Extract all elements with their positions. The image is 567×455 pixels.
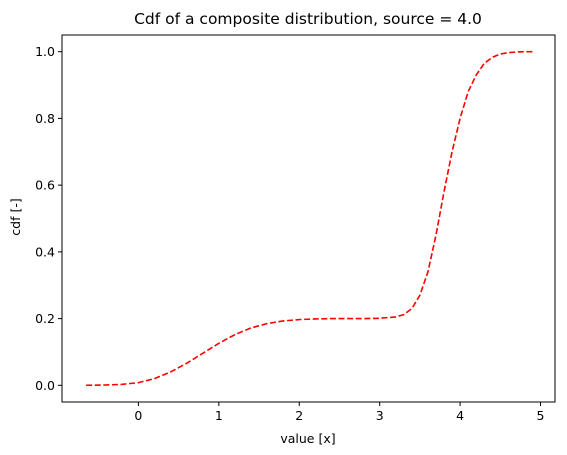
x-tick-label: 0 [134, 408, 142, 423]
x-tick-label: 5 [537, 408, 545, 423]
series-line-0 [86, 50, 533, 387]
y-tick-label: 0.0 [35, 378, 55, 393]
x-tick-label: 1 [215, 408, 223, 423]
x-tick-label: 4 [456, 408, 464, 423]
y-tick-label: 0.2 [35, 311, 55, 326]
y-tick-label: 0.6 [35, 178, 55, 193]
y-tick-label: 1.0 [35, 44, 55, 59]
x-tick-label: 3 [376, 408, 384, 423]
y-axis: 0.0 0.2 0.4 0.6 0.8 1.0 [35, 44, 62, 393]
chart-title: Cdf of a composite distribution, source … [134, 10, 482, 28]
x-tick-label: 2 [295, 408, 303, 423]
y-tick-label: 0.4 [35, 244, 55, 259]
y-axis-label: cdf [-] [8, 198, 23, 235]
x-axis: 0 1 2 3 4 5 [134, 402, 545, 423]
plot-area [61, 34, 556, 403]
x-axis-label: value [x] [280, 431, 335, 446]
plot-frame [61, 34, 556, 403]
y-tick-label: 0.8 [35, 111, 55, 126]
